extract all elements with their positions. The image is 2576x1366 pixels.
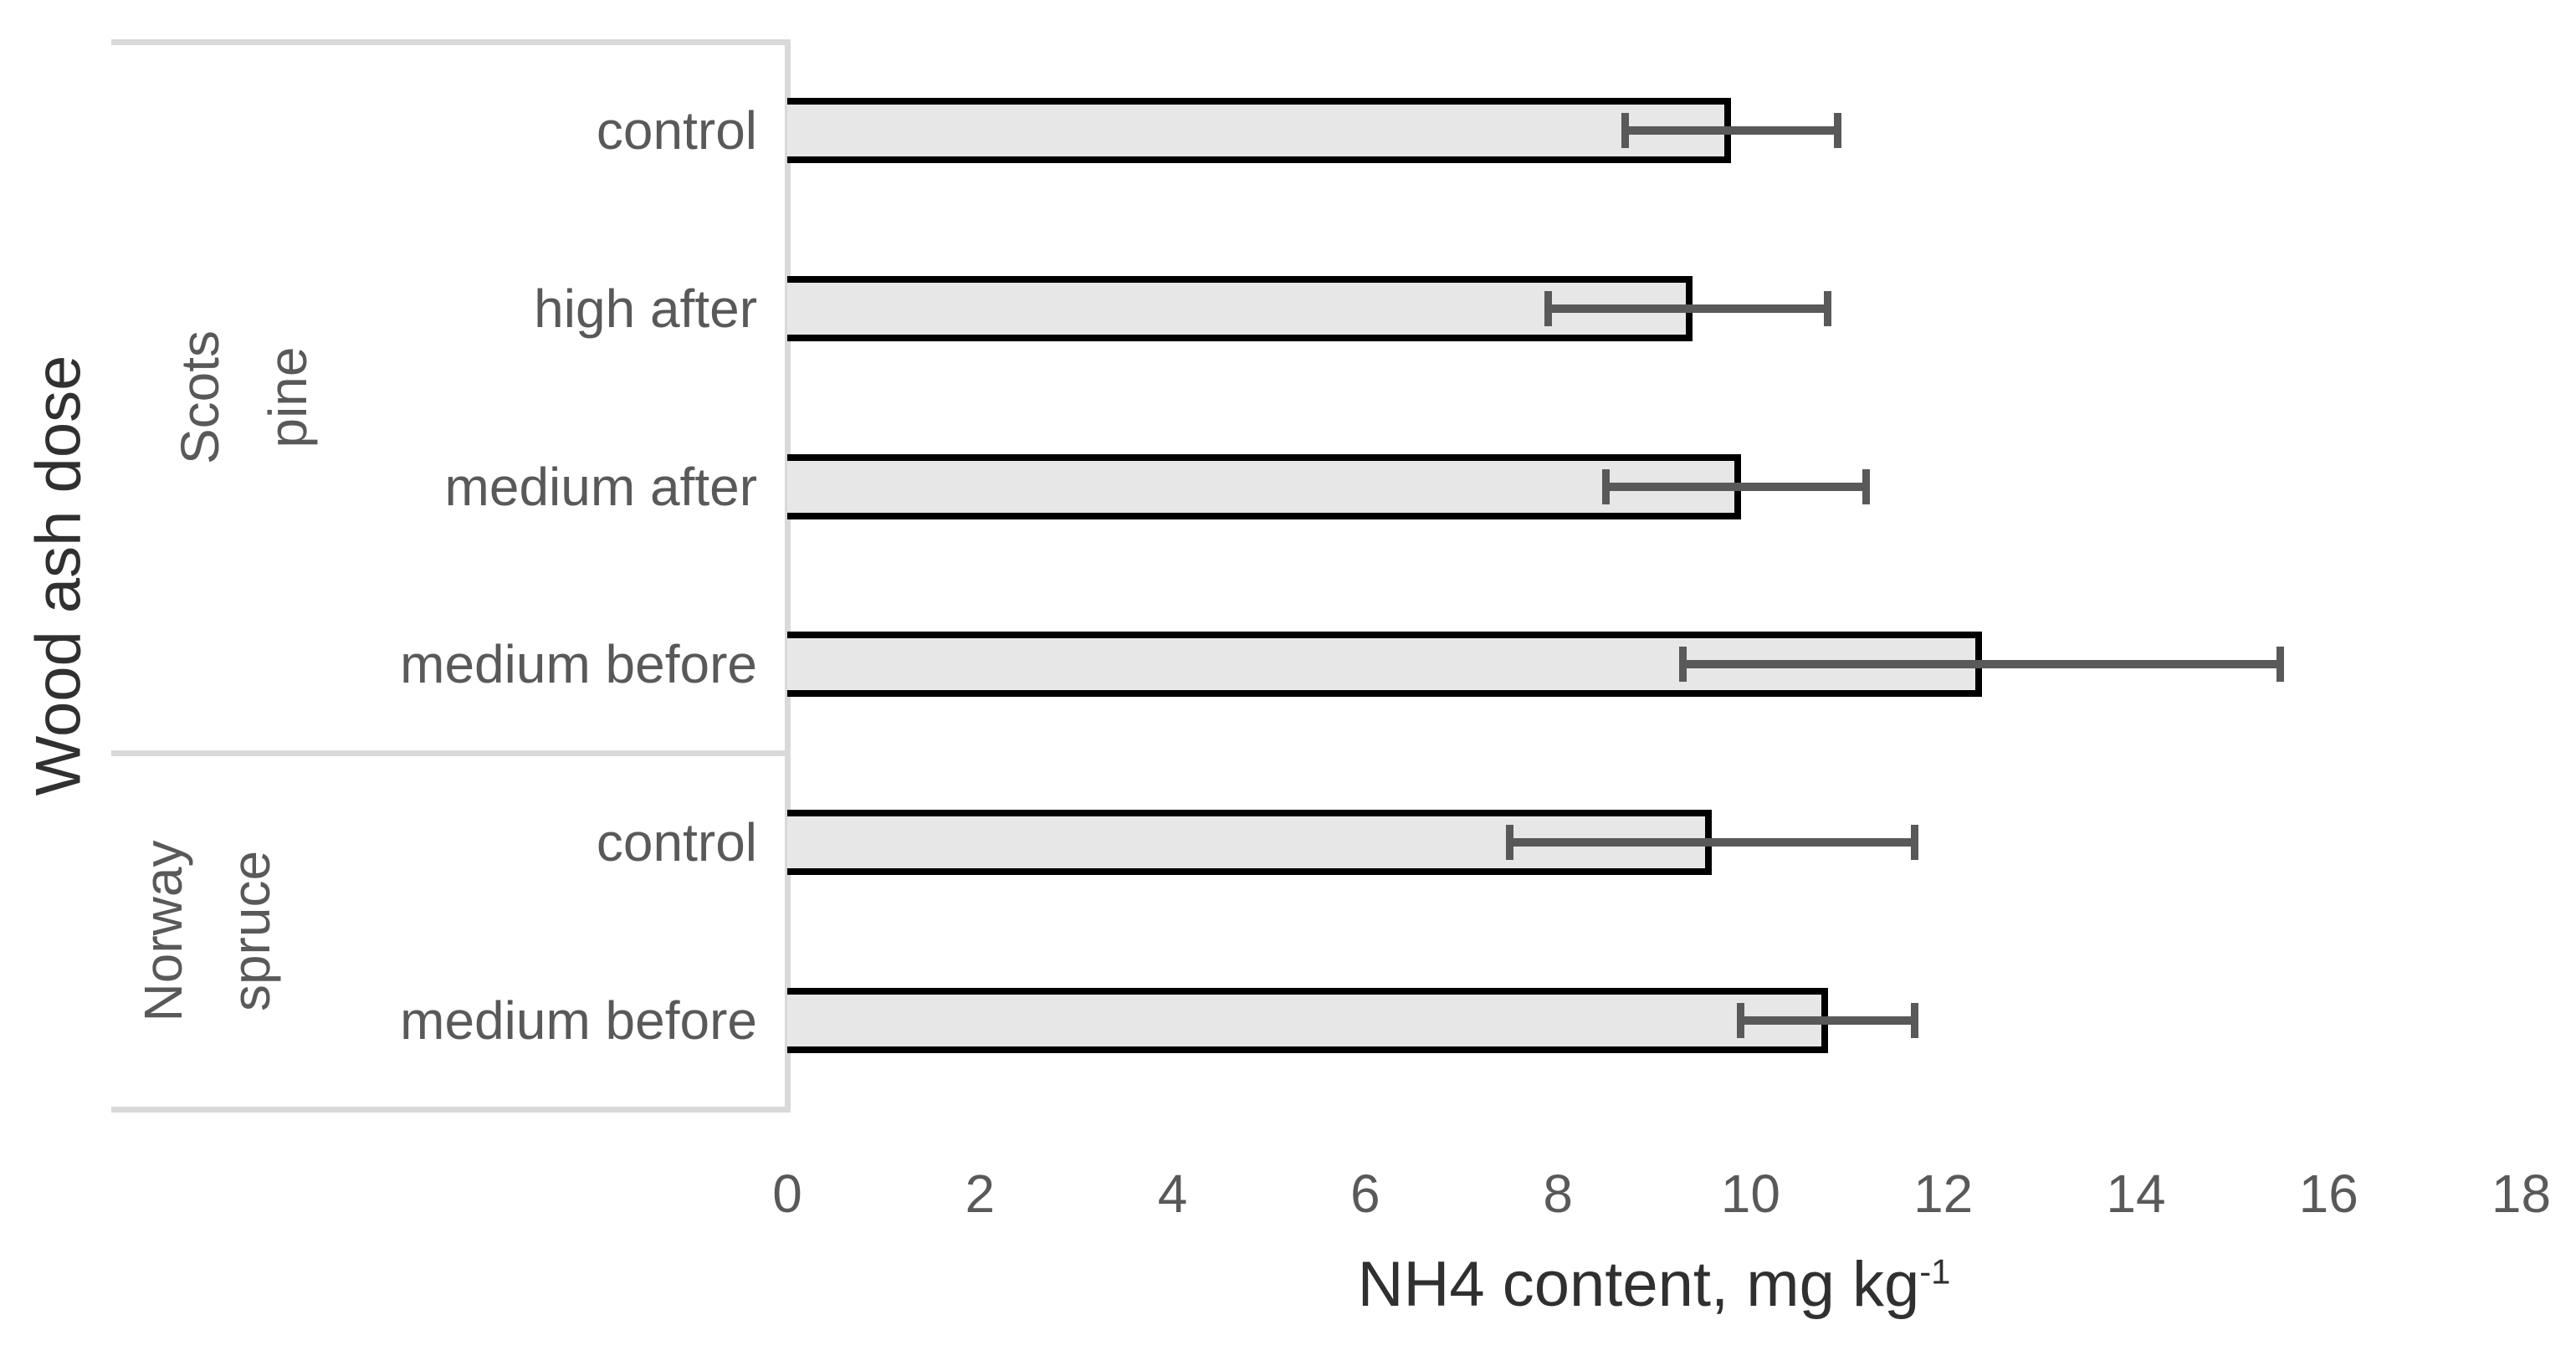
category-box-bottom-line bbox=[111, 1106, 791, 1113]
category-box-top-line bbox=[111, 38, 791, 45]
error-bar-line bbox=[1509, 838, 1915, 847]
x-tick-label: 16 bbox=[2298, 1164, 2358, 1224]
y-axis-line bbox=[784, 38, 791, 1113]
error-bar-cap-low bbox=[1737, 1002, 1745, 1038]
bar bbox=[787, 987, 1828, 1053]
error-bar-cap-high bbox=[2276, 647, 2285, 683]
error-bar-cap-high bbox=[1824, 291, 1831, 326]
category-label: medium before bbox=[400, 634, 757, 695]
error-bar-cap-low bbox=[1602, 468, 1611, 504]
error-bar-cap-high bbox=[1910, 1002, 1918, 1038]
error-bar-cap-low bbox=[1506, 825, 1514, 860]
x-tick-label: 0 bbox=[772, 1164, 802, 1224]
category-label: control bbox=[596, 812, 757, 872]
x-tick-label: 12 bbox=[1913, 1164, 1974, 1224]
bar bbox=[787, 276, 1693, 341]
x-axis-title-superscript: -1 bbox=[1919, 1251, 1951, 1292]
x-axis-title-text: NH4 content, mg kg bbox=[1357, 1249, 1920, 1320]
bar bbox=[787, 453, 1741, 519]
bar bbox=[787, 98, 1732, 164]
x-tick-label: 8 bbox=[1543, 1164, 1573, 1224]
error-bar-line bbox=[1625, 126, 1837, 136]
category-label: control bbox=[596, 100, 757, 161]
error-bar-line bbox=[1682, 660, 2281, 669]
error-bar-cap-high bbox=[1862, 468, 1871, 504]
error-bar-cap-high bbox=[1833, 113, 1841, 149]
x-tick-label: 14 bbox=[2106, 1164, 2166, 1224]
error-bar-line bbox=[1740, 1016, 1915, 1025]
category-label: high after bbox=[534, 279, 757, 339]
x-axis-title: NH4 content, mg kg-1 bbox=[1358, 1248, 1951, 1321]
error-bar-cap-low bbox=[1679, 647, 1687, 683]
x-tick-label: 2 bbox=[965, 1164, 996, 1224]
error-bar-line bbox=[1548, 304, 1828, 313]
error-bar-cap-low bbox=[1621, 113, 1630, 149]
error-bar-cap-low bbox=[1544, 291, 1553, 326]
error-bar-line bbox=[1606, 482, 1867, 491]
x-tick-label: 4 bbox=[1157, 1164, 1188, 1224]
x-tick-label: 18 bbox=[2491, 1164, 2552, 1224]
x-tick-label: 6 bbox=[1350, 1164, 1380, 1224]
group-label: Scots pine bbox=[170, 330, 318, 465]
x-tick-label: 10 bbox=[1720, 1164, 1780, 1224]
category-label: medium before bbox=[400, 990, 757, 1051]
error-bar-cap-high bbox=[1910, 825, 1918, 860]
category-label: medium after bbox=[444, 456, 757, 517]
group-divider-line bbox=[111, 750, 791, 757]
y-axis-title: Wood ash dose bbox=[23, 355, 95, 796]
